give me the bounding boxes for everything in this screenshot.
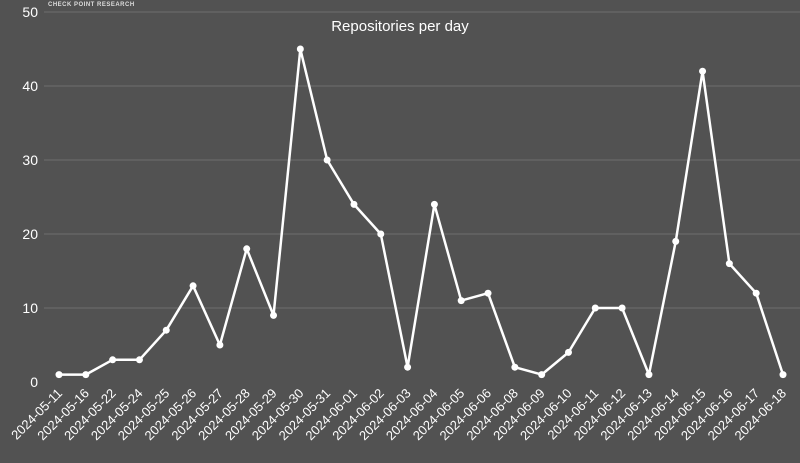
brand-label: CHECK POINT RESEARCH [48,2,135,8]
data-point [779,371,787,379]
data-point [162,326,170,334]
data-point [55,371,63,379]
data-point [564,348,572,356]
data-point [430,200,438,208]
data-point [296,45,304,53]
data-point [725,260,733,268]
data-point [270,311,278,319]
data-point [135,356,143,364]
data-point [243,245,251,253]
data-point [109,356,117,364]
data-point [404,363,412,371]
data-point [538,371,546,379]
data-point [377,230,385,238]
y-tick-label: 30 [22,152,38,168]
series-line [59,47,785,376]
y-tick-label: 20 [22,226,38,242]
data-point [323,156,331,164]
data-point [82,371,90,379]
data-point [672,237,680,245]
y-tick-label: 40 [22,78,38,94]
data-point [216,341,224,349]
chart-title: Repositories per day [331,18,469,35]
data-point [511,363,519,371]
data-point [350,200,358,208]
data-point [484,289,492,297]
y-tick-label: 50 [22,4,38,20]
y-tick-label: 10 [22,300,38,316]
data-point [457,297,465,305]
data-point [752,289,760,297]
data-point [699,67,707,75]
data-point [645,371,653,379]
data-point [189,282,197,290]
data-point [591,304,599,312]
data-point [618,304,626,312]
y-tick-label: 0 [30,374,38,390]
